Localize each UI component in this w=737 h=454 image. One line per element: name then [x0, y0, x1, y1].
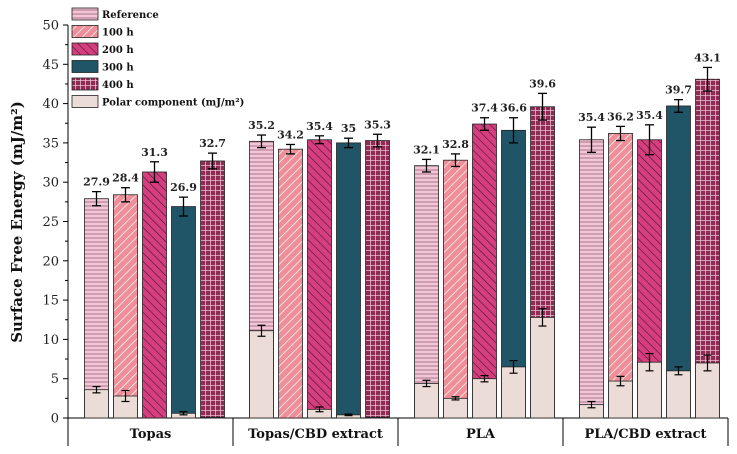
data-label-h100: 32.8 [442, 138, 469, 151]
data-label-h200: 35.4 [306, 120, 333, 133]
legend-swatch-h300 [71, 60, 99, 73]
y-tick-label: 0 [51, 412, 59, 427]
bar-h100-2 [443, 159, 468, 419]
data-label-h200: 31.3 [141, 146, 168, 159]
y-tick-label: 15 [42, 294, 59, 309]
data-label-h400: 39.6 [529, 77, 556, 90]
y-tick-label: 25 [42, 215, 59, 230]
bar-h200-0 [142, 171, 167, 419]
legend-label-h200: 200 h [102, 45, 134, 56]
polar-bar-ref-1 [249, 330, 274, 419]
polar-bar-h300-2 [501, 366, 526, 419]
y-tick-label: 35 [42, 136, 59, 151]
plot-area: 0 5 10 15 20 25 30 35 40 45 50 Topas 27.9 28.431.3 26.… [42, 19, 729, 446]
bar-h400-1 [365, 140, 390, 419]
x-category-label: PLA [466, 427, 496, 442]
y-tick-label: 45 [42, 58, 59, 73]
bar-ref-3 [579, 139, 604, 419]
legend: Reference 100 h 200 h 300 h 400 h Polar compo… [71, 7, 244, 109]
data-label-h200: 37.4 [471, 102, 498, 115]
data-label-h100: 34.2 [277, 128, 304, 141]
x-category-label: PLA/CBD extract [584, 427, 706, 442]
bar-h100-0 [113, 194, 138, 419]
polar-bar-h400-0 [200, 416, 225, 419]
x-category-label: Topas/CBD extract [248, 427, 383, 442]
y-tick-label: 50 [42, 19, 59, 34]
y-tick-label: 30 [42, 176, 59, 191]
bar-ref-0 [84, 198, 109, 419]
legend-swatch-ref [71, 7, 99, 21]
y-axis-title: Surface Free Energy (mJ/m²) [8, 101, 26, 343]
bar-h400-0 [200, 160, 225, 419]
polar-bar-h400-3 [695, 362, 720, 419]
polar-bar-h400-2 [530, 316, 555, 419]
legend-label-h400: 400 h [102, 80, 134, 91]
legend-label-h300: 300 h [102, 63, 134, 74]
bar-h100-1 [278, 148, 303, 419]
data-label-ref: 35.2 [248, 119, 275, 132]
legend-label-h100: 100 h [102, 28, 134, 39]
y-tick-label: 40 [42, 97, 59, 112]
bar-h200-1 [307, 139, 332, 419]
data-label-h300: 26.9 [170, 181, 197, 194]
polar-bar-h400-1 [365, 416, 390, 419]
data-label-h300: 36.6 [500, 102, 527, 115]
bar-ref-2 [414, 165, 439, 419]
y-tick-label: 20 [42, 254, 59, 269]
data-label-ref: 35.4 [578, 111, 605, 124]
data-label-h100: 28.4 [112, 172, 139, 185]
data-label-h400: 35.3 [364, 118, 391, 131]
polar-bar-h100-2 [443, 397, 468, 419]
polar-bar-h300-3 [666, 370, 691, 419]
legend-swatch-polar [71, 95, 99, 108]
legend-swatch-h100 [71, 25, 99, 38]
legend-swatch-h200 [71, 42, 99, 56]
legend-label-ref: Reference [102, 10, 159, 21]
data-label-h100: 36.2 [607, 110, 634, 123]
bar-h300-3 [666, 105, 691, 419]
data-label-h400: 32.7 [199, 137, 226, 150]
bar-h200-2 [472, 123, 497, 419]
data-label-h200: 35.4 [636, 109, 663, 122]
polar-bar-h100-3 [608, 380, 633, 419]
data-label-h300: 35 [341, 122, 356, 135]
legend-label-polar: Polar component (mJ/m²) [102, 98, 244, 109]
data-label-h400: 43.1 [694, 51, 721, 64]
data-label-ref: 27.9 [83, 176, 110, 189]
legend-swatch-h400 [71, 77, 99, 91]
polar-bar-ref-2 [414, 383, 439, 419]
y-tick-label: 5 [51, 372, 59, 387]
polar-bar-ref-0 [84, 389, 109, 419]
bar-h100-3 [608, 133, 633, 419]
bar-h300-1 [336, 142, 361, 419]
x-category-label: Topas [130, 427, 172, 442]
data-label-h300: 39.7 [665, 84, 692, 97]
bar-h300-0 [171, 206, 196, 419]
y-tick-label: 10 [42, 333, 59, 348]
polar-bar-h200-2 [472, 378, 497, 419]
data-label-ref: 32.1 [413, 143, 440, 156]
